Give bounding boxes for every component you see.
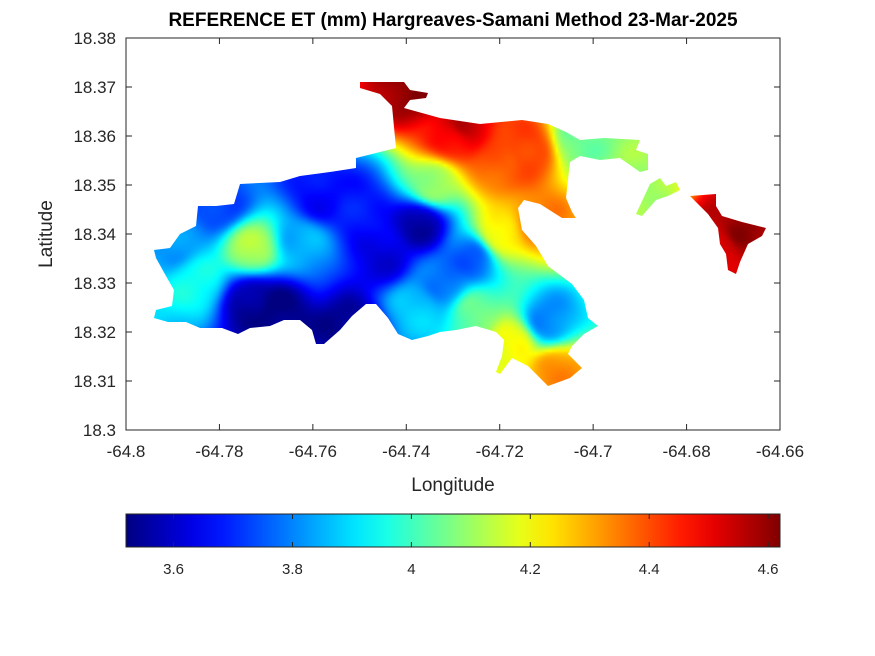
x-axis-label: Longitude [411, 475, 494, 496]
x-tick-label: -64.68 [662, 442, 710, 461]
colorbar-tick-label: 4 [407, 561, 415, 578]
y-tick-label: 18.32 [73, 323, 116, 342]
y-axis: 18.3 18.31 18.32 18.33 18.34 18.35 18.36 18.37 1… [73, 29, 780, 440]
colorbar [125, 513, 781, 548]
x-axis: -64.8 -64.78 -64.76 -64.74 -64.72 -64.7 -64.68… [107, 38, 804, 461]
colorbar-tick-label: 4.4 [639, 561, 660, 578]
chart-title: REFERENCE ET (mm) Hargreaves-Samani Meth… [168, 10, 738, 31]
x-tick-label: -64.74 [382, 442, 430, 461]
x-tick-label: -64.66 [756, 442, 804, 461]
y-tick-label: 18.38 [73, 29, 116, 48]
x-tick-label: -64.78 [195, 442, 243, 461]
y-tick-label: 18.35 [73, 176, 116, 195]
x-tick-label: -64.72 [476, 442, 524, 461]
colorbar-ticks: 3.6 3.8 4 4.2 4.4 4.6 [163, 514, 779, 578]
x-tick-label: -64.8 [107, 442, 146, 461]
colorbar-tick-label: 3.6 [163, 561, 184, 578]
y-tick-label: 18.34 [73, 225, 116, 244]
y-tick-label: 18.36 [73, 127, 116, 146]
y-tick-label: 18.37 [73, 78, 116, 97]
y-axis-label: Latitude [36, 200, 57, 268]
y-tick-label: 18.33 [73, 274, 116, 293]
colorbar-tick-label: 4.2 [520, 561, 541, 578]
y-tick-label: 18.31 [73, 372, 116, 391]
x-tick-label: -64.7 [574, 442, 613, 461]
x-tick-label: -64.76 [289, 442, 337, 461]
y-tick-label: 18.3 [83, 421, 116, 440]
colorbar-tick-label: 4.6 [758, 561, 779, 578]
colorbar-tick-label: 3.8 [282, 561, 303, 578]
